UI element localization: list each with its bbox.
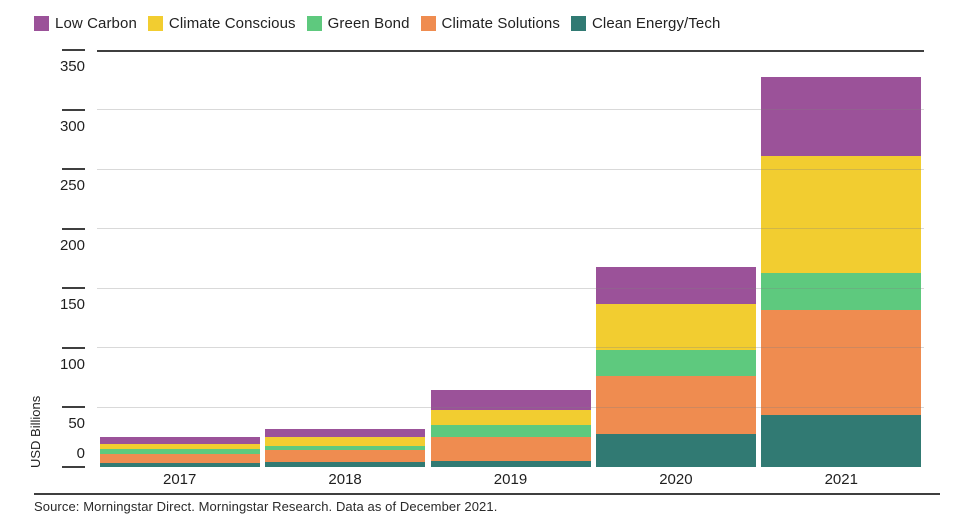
bar-2018-climate-solutions xyxy=(265,450,426,463)
bar-2018-climate-conscious xyxy=(265,437,426,446)
bar-2020-climate-solutions xyxy=(595,376,756,434)
y-tick-label-100: 100 xyxy=(59,355,85,373)
bar-2018-green-bond xyxy=(265,445,426,451)
legend-label: Low Carbon xyxy=(55,15,137,32)
y-tick-100 xyxy=(62,346,85,349)
bar-2021-climate-solutions xyxy=(761,309,922,415)
y-tick-label-150: 150 xyxy=(59,296,85,314)
legend-item-climate-conscious: Climate Conscious xyxy=(147,15,296,32)
gridline-250 xyxy=(97,168,924,170)
y-tick-150 xyxy=(62,287,85,290)
legend-item-clean-energy-tech: Clean Energy/Tech xyxy=(570,15,721,32)
legend-item-low-carbon: Low Carbon xyxy=(34,15,137,32)
bar-2017-climate-solutions xyxy=(99,453,260,464)
bar-2020-low-carbon xyxy=(595,266,756,304)
y-tick-300 xyxy=(62,108,85,111)
legend-label: Climate Conscious xyxy=(168,15,296,32)
bar-2020-climate-conscious xyxy=(595,303,756,351)
x-tick-label-2018: 2018 xyxy=(328,471,362,488)
bar-2019-climate-solutions xyxy=(430,437,591,462)
gridline-50 xyxy=(97,406,924,408)
y-tick-50 xyxy=(62,406,85,409)
bar-2021-clean-energy-tech xyxy=(761,414,922,467)
bar-2021-green-bond xyxy=(761,272,922,310)
bar-2017-climate-conscious xyxy=(99,444,260,450)
axis-top-line xyxy=(97,50,924,52)
y-tick-350 xyxy=(62,49,85,51)
y-tick-label-0: 0 xyxy=(76,445,85,462)
bar-2017-green-bond xyxy=(99,449,260,454)
gridline-200 xyxy=(97,228,924,230)
y-tick-label-350: 350 xyxy=(59,58,85,75)
bar-2019-green-bond xyxy=(430,425,591,438)
legend-swatch-clean-energy-tech xyxy=(570,16,586,31)
bar-2020-green-bond xyxy=(595,350,756,377)
legend-label: Climate Solutions xyxy=(441,15,560,32)
legend-label: Green Bond xyxy=(327,15,410,32)
y-tick-label-250: 250 xyxy=(59,177,85,195)
bar-2018-low-carbon xyxy=(265,428,426,438)
bar-2021-low-carbon xyxy=(761,77,922,157)
gridline-150 xyxy=(97,287,924,289)
y-tick-label-300: 300 xyxy=(59,117,85,135)
legend-item-climate-solutions: Climate Solutions xyxy=(420,15,560,32)
x-tick-label-2021: 2021 xyxy=(824,471,858,488)
bar-2019-climate-conscious xyxy=(430,409,591,426)
legend-item-green-bond: Green Bond xyxy=(306,15,410,32)
bar-2020-clean-energy-tech xyxy=(595,433,756,467)
x-tick-label-2019: 2019 xyxy=(493,471,528,488)
legend-label: Clean Energy/Tech xyxy=(591,15,721,32)
bar-2017-clean-energy-tech xyxy=(99,463,260,467)
bar-2018-clean-energy-tech xyxy=(265,462,426,467)
legend-swatch-climate-solutions xyxy=(420,16,436,31)
x-tick-label-2017: 2017 xyxy=(163,471,197,488)
source-attribution: Source: Morningstar Direct. Morningstar … xyxy=(34,499,498,514)
y-tick-200 xyxy=(62,227,85,230)
bar-2019-clean-energy-tech xyxy=(430,461,591,467)
legend-swatch-climate-conscious xyxy=(147,16,163,31)
gridline-100 xyxy=(97,347,924,349)
bar-2019-low-carbon xyxy=(430,389,591,410)
chart-legend: Low Carbon Climate Conscious Green Bond Cli… xyxy=(34,15,731,32)
y-tick-0 xyxy=(62,466,85,468)
bar-2017-low-carbon xyxy=(99,437,260,445)
bar-2021-climate-conscious xyxy=(761,156,922,273)
legend-swatch-low-carbon xyxy=(34,16,49,31)
gridline-300 xyxy=(97,109,924,111)
y-axis-title: USD Billions xyxy=(28,395,43,468)
legend-swatch-green-bond xyxy=(306,16,322,31)
y-tick-label-200: 200 xyxy=(59,236,85,254)
y-tick-250 xyxy=(62,168,85,171)
x-tick-label-2020: 2020 xyxy=(659,471,693,488)
footer-divider xyxy=(34,493,940,495)
y-tick-label-50: 50 xyxy=(68,415,85,433)
